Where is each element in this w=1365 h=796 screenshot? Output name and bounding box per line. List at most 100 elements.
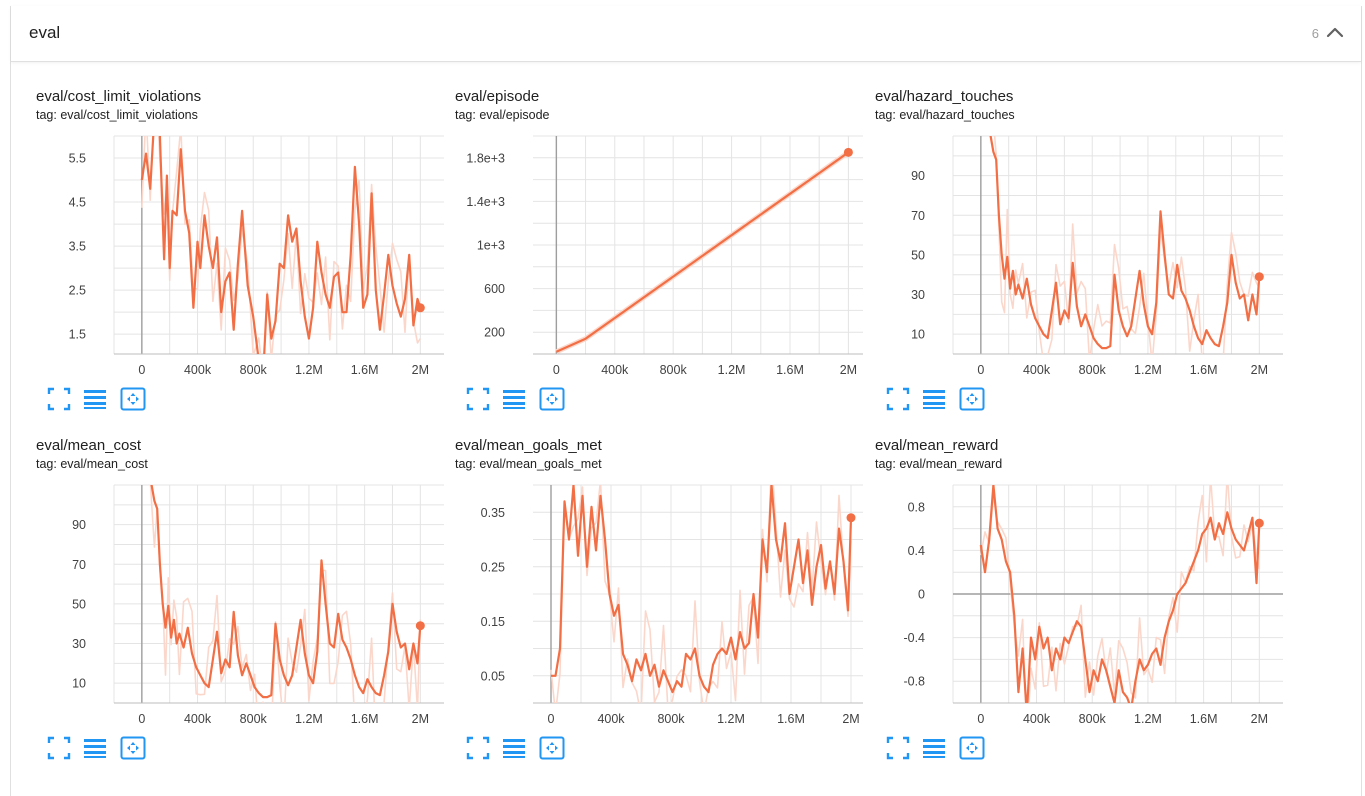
chevron-up-icon[interactable] (1325, 24, 1345, 40)
x-tick-label: 2M (1251, 363, 1268, 377)
chart-tag: tag: eval/mean_goals_met (455, 457, 602, 471)
fit-domain-icon[interactable] (120, 735, 146, 761)
y-tick-label: 3.5 (69, 240, 86, 254)
list-icon[interactable] (921, 386, 947, 412)
fullscreen-icon[interactable] (885, 386, 911, 412)
y-tick-label: -0.4 (903, 631, 925, 645)
y-tick-label: 1e+3 (477, 239, 505, 253)
x-tick-label: 400k (1023, 363, 1051, 377)
y-tick-label: 0.4 (908, 544, 925, 558)
chart-title: eval/mean_goals_met (455, 437, 602, 454)
raw-series-line (993, 136, 1261, 354)
y-tick-label: 30 (911, 288, 925, 302)
x-tick-label: 2M (412, 363, 429, 377)
y-tick-label: 0.8 (908, 500, 925, 514)
section-title: eval (29, 23, 61, 42)
fit-domain-icon[interactable] (539, 735, 565, 761)
x-tick-label: 800k (660, 363, 688, 377)
chart-tag: tag: eval/cost_limit_violations (36, 108, 198, 122)
x-tick-label: 0 (977, 712, 984, 726)
x-tick-label: 1.6M (351, 363, 379, 377)
y-tick-label: 0.25 (481, 560, 505, 574)
x-tick-label: 1.6M (1190, 712, 1218, 726)
chart-tag: tag: eval/mean_cost (36, 457, 148, 471)
y-tick-label: 10 (911, 328, 925, 342)
x-tick-label: 1.2M (1134, 363, 1162, 377)
chart-card: eval/mean_cost tag: eval/mean_cost 0 400k 80… (36, 437, 456, 777)
y-tick-label: 70 (911, 209, 925, 223)
y-tick-label: 5.5 (69, 152, 86, 166)
y-tick-label: 50 (911, 248, 925, 262)
raw-series-line (980, 485, 1261, 703)
x-tick-label: 800k (240, 363, 268, 377)
y-tick-label: 200 (484, 326, 505, 340)
last-point-marker[interactable] (843, 147, 853, 157)
chart-title: eval/episode (455, 88, 540, 105)
line-chart[interactable]: 0 400k 800k 1.2M 1.6M 2M 1.5 2.5 3.5 4.5 5.5 (36, 128, 451, 383)
list-icon[interactable] (82, 735, 108, 761)
line-chart[interactable]: 0 400k 800k 1.2M 1.6M 2M -0.8 -0.4 0 0.4 0.8 (875, 477, 1290, 732)
y-tick-label: -0.8 (903, 675, 925, 689)
x-tick-label: 1.2M (718, 363, 746, 377)
chart-card: eval/episode tag: eval/episode 0 400k 800k 1.… (455, 88, 875, 428)
y-tick-label: 2.5 (69, 284, 86, 298)
fit-domain-icon[interactable] (959, 735, 985, 761)
fit-domain-icon[interactable] (120, 386, 146, 412)
x-tick-label: 2M (412, 712, 429, 726)
chart-tag: tag: eval/episode (455, 108, 550, 122)
fullscreen-icon[interactable] (465, 386, 491, 412)
list-icon[interactable] (921, 735, 947, 761)
smoothed-series-line (140, 136, 422, 354)
smoothed-series-line (979, 485, 1261, 703)
x-tick-label: 1.6M (776, 363, 804, 377)
line-chart[interactable]: 0 400k 800k 1.2M 1.6M 2M 0.05 0.15 0.25 0.35 (455, 477, 870, 732)
x-tick-label: 400k (184, 363, 212, 377)
last-point-marker[interactable] (415, 303, 425, 313)
x-tick-label: 400k (597, 712, 625, 726)
fit-domain-icon[interactable] (539, 386, 565, 412)
list-icon[interactable] (501, 735, 527, 761)
fullscreen-icon[interactable] (465, 735, 491, 761)
chart-count: 6 (1311, 26, 1319, 41)
fullscreen-icon[interactable] (885, 735, 911, 761)
y-tick-label: 70 (72, 558, 86, 572)
x-tick-label: 1.6M (351, 712, 379, 726)
smoothed-series-line (150, 485, 422, 699)
y-tick-label: 600 (484, 282, 505, 296)
y-tick-label: 0 (918, 588, 925, 602)
last-point-marker[interactable] (1254, 518, 1264, 528)
last-point-marker[interactable] (415, 621, 425, 631)
fullscreen-icon[interactable] (46, 735, 72, 761)
chart-title: eval/cost_limit_violations (36, 88, 202, 105)
line-chart[interactable]: 0 400k 800k 1.2M 1.6M 2M 200 600 1e+3 1.4e+3 1.8e+… (455, 128, 870, 383)
smoothed-series-line (551, 485, 853, 694)
x-tick-label: 2M (1251, 712, 1268, 726)
chart-card: eval/cost_limit_violations tag: eval/cost… (36, 88, 456, 428)
x-tick-label: 1.2M (295, 712, 323, 726)
y-tick-label: 0.05 (481, 669, 505, 683)
last-point-marker[interactable] (846, 513, 856, 523)
x-tick-label: 0 (977, 363, 984, 377)
x-tick-label: 1.6M (1190, 363, 1218, 377)
list-icon[interactable] (82, 386, 108, 412)
last-point-marker[interactable] (1254, 272, 1264, 282)
chart-tag: tag: eval/mean_reward (875, 457, 1003, 471)
y-tick-label: 50 (72, 597, 86, 611)
chart-title: eval/hazard_touches (875, 88, 1014, 105)
fit-domain-icon[interactable] (959, 386, 985, 412)
x-tick-label: 800k (1079, 363, 1107, 377)
raw-series-line (141, 136, 421, 354)
section-header[interactable]: eval 6 (11, 6, 1361, 62)
x-tick-label: 0 (138, 712, 145, 726)
y-tick-label: 4.5 (69, 196, 86, 210)
list-icon[interactable] (501, 386, 527, 412)
x-tick-label: 0 (548, 712, 555, 726)
fullscreen-icon[interactable] (46, 386, 72, 412)
chart-title: eval/mean_reward (875, 437, 999, 454)
chart-title: eval/mean_cost (36, 437, 142, 454)
line-chart[interactable]: 0 400k 800k 1.2M 1.6M 2M 10 30 50 70 90 (875, 128, 1290, 383)
line-chart[interactable]: 0 400k 800k 1.2M 1.6M 2M 10 30 50 70 90 (36, 477, 451, 732)
x-tick-label: 1.2M (1134, 712, 1162, 726)
chart-card: eval/mean_reward tag: eval/mean_reward 0 40… (875, 437, 1295, 777)
y-tick-label: 1.5 (69, 328, 86, 342)
